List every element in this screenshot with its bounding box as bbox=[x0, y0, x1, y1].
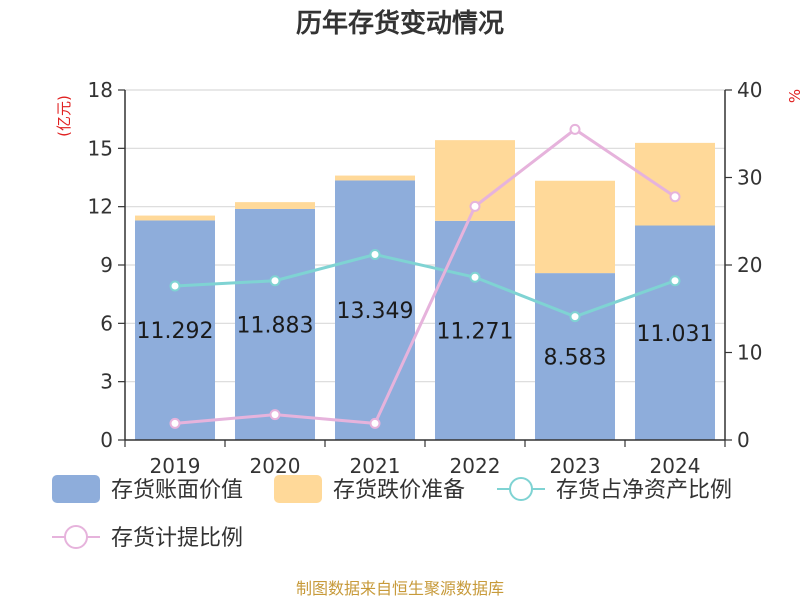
line-point bbox=[669, 275, 681, 287]
right-axis-tick-label: 30 bbox=[737, 166, 762, 190]
bar-impairment-2023 bbox=[535, 180, 615, 274]
bar-impairment-2020 bbox=[235, 202, 315, 209]
bar-data-label: 13.349 bbox=[337, 299, 414, 324]
series-line-inventory-to-net-assets bbox=[174, 252, 676, 319]
legend-swatch bbox=[52, 475, 100, 503]
right-axis-tick-label: 10 bbox=[737, 341, 762, 365]
legend-marker bbox=[509, 477, 533, 501]
legend-label: 存货跌价准备 bbox=[333, 478, 465, 503]
legend-swatch bbox=[274, 475, 322, 503]
line-point bbox=[269, 409, 281, 421]
bar-book-value-2021 bbox=[335, 180, 415, 441]
line-point bbox=[569, 123, 581, 135]
line-series bbox=[169, 123, 681, 429]
line-point bbox=[469, 271, 481, 283]
bar-data-label: 11.271 bbox=[437, 319, 514, 344]
bar-impairment-2019 bbox=[135, 215, 215, 221]
bar-book-value-2023 bbox=[535, 273, 615, 440]
left-axis-tick-label: 12 bbox=[88, 195, 113, 219]
x-axis-tick-label: 2023 bbox=[550, 454, 601, 478]
line-point bbox=[169, 417, 181, 429]
right-axis-tick-label: 0 bbox=[737, 428, 750, 452]
bar-impairment-2024 bbox=[635, 142, 715, 226]
source-note: 制图数据来自恒生聚源数据库 bbox=[296, 579, 504, 598]
chart-title: 历年存货变动情况 bbox=[296, 8, 504, 39]
line-point bbox=[469, 200, 481, 212]
left-axis-unit: (亿元) bbox=[55, 95, 73, 137]
bars bbox=[135, 140, 715, 441]
x-axis-tick-label: 2019 bbox=[150, 454, 201, 478]
x-axis-tick-label: 2024 bbox=[650, 454, 701, 478]
right-axis-tick-label: 40 bbox=[737, 78, 762, 102]
left-axis-tick-label: 15 bbox=[88, 136, 113, 160]
legend-label: 存货计提比例 bbox=[111, 526, 243, 551]
series-line-provision-ratio bbox=[174, 127, 676, 425]
right-axis-unit: % bbox=[786, 89, 800, 103]
left-axis-tick-label: 0 bbox=[100, 428, 113, 452]
bar-book-value-2020 bbox=[235, 208, 315, 440]
left-axis-tick-label: 6 bbox=[100, 311, 113, 335]
line-point bbox=[269, 275, 281, 287]
bar-impairment-2021 bbox=[335, 175, 415, 181]
bar-data-label: 11.292 bbox=[137, 319, 214, 344]
left-axis-tick-label: 3 bbox=[100, 370, 113, 394]
bar-book-value-2024 bbox=[635, 225, 715, 440]
x-axis-tick-label: 2021 bbox=[350, 454, 401, 478]
bar-book-value-2022 bbox=[435, 220, 515, 440]
x-axis-tick-label: 2020 bbox=[250, 454, 301, 478]
x-axis-tick-label: 2022 bbox=[450, 454, 501, 478]
line-point bbox=[369, 417, 381, 429]
bar-data-labels: 11.292 11.883 13.349 11.271 8.583 11.031 bbox=[137, 299, 714, 370]
legend-label: 存货占净资产比例 bbox=[556, 478, 732, 503]
legend-label: 存货账面价值 bbox=[111, 478, 243, 503]
bar-data-label: 11.031 bbox=[637, 322, 714, 347]
bar-data-label: 8.583 bbox=[544, 346, 607, 371]
line-point bbox=[569, 311, 581, 323]
right-axis-tick-label: 20 bbox=[737, 253, 762, 277]
bar-book-value-2019 bbox=[135, 220, 215, 440]
bar-data-label: 11.883 bbox=[237, 313, 314, 338]
line-point bbox=[669, 191, 681, 203]
left-axis-tick-label: 18 bbox=[88, 78, 113, 102]
line-point bbox=[369, 249, 381, 260]
line-point bbox=[169, 280, 181, 292]
left-axis-tick-label: 9 bbox=[100, 253, 113, 277]
axes: 0 3 6 9 12 15 18 0 10 20 30 40 2019 2020 2021 2022 2023 2… bbox=[88, 78, 763, 478]
legend-marker bbox=[64, 525, 88, 549]
